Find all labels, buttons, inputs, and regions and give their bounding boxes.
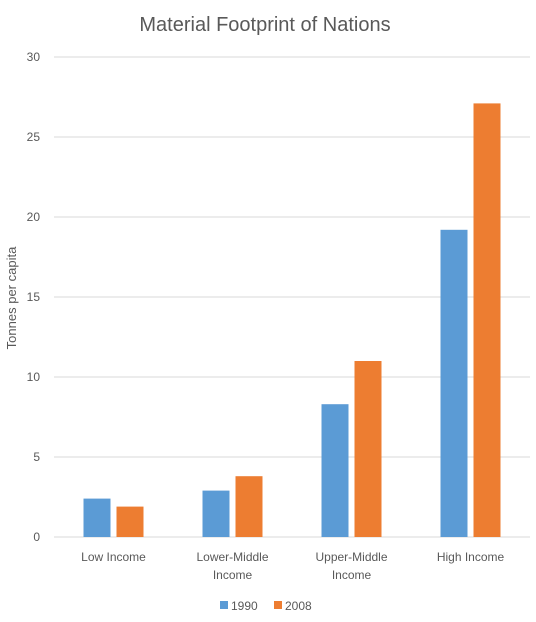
y-axis-title: Tonnes per capita: [4, 246, 19, 349]
legend-label-1990: 1990: [231, 599, 258, 613]
chart-title: Material Footprint of Nations: [139, 14, 390, 36]
y-tick-label: 20: [27, 210, 41, 224]
y-tick-label: 5: [33, 450, 40, 464]
bar-2008: [235, 476, 263, 537]
legend-swatch-2008: [274, 601, 282, 609]
bar-2008: [116, 506, 144, 537]
bars: [83, 103, 501, 538]
bar-1990: [321, 404, 349, 537]
y-tick-label: 0: [33, 530, 40, 544]
bar-2008: [473, 103, 501, 538]
x-tick-label: Lower-Middle Income: [196, 550, 268, 582]
x-tick-label: Low Income: [81, 550, 146, 564]
y-tick-label: 10: [27, 370, 41, 384]
legend-label-2008: 2008: [285, 599, 312, 613]
x-axis-ticks: Low Income Lower-Middle Income Upper-Middle…: [81, 550, 504, 582]
legend-swatch-1990: [220, 601, 228, 609]
bar-1990: [440, 229, 468, 538]
x-tick-label: Upper-Middle Income: [315, 550, 387, 582]
gridlines: [54, 56, 530, 538]
bar-1990: [202, 490, 230, 537]
x-tick-label: High Income: [437, 550, 505, 564]
y-tick-label: 15: [27, 290, 41, 304]
bar-2008: [354, 361, 382, 537]
y-tick-label: 30: [27, 50, 41, 64]
bar-1990: [83, 498, 111, 537]
legend: 1990 2008: [220, 599, 312, 613]
y-tick-label: 25: [27, 130, 41, 144]
y-axis-ticks: 0 5 10 15 20 25 30: [27, 50, 41, 544]
